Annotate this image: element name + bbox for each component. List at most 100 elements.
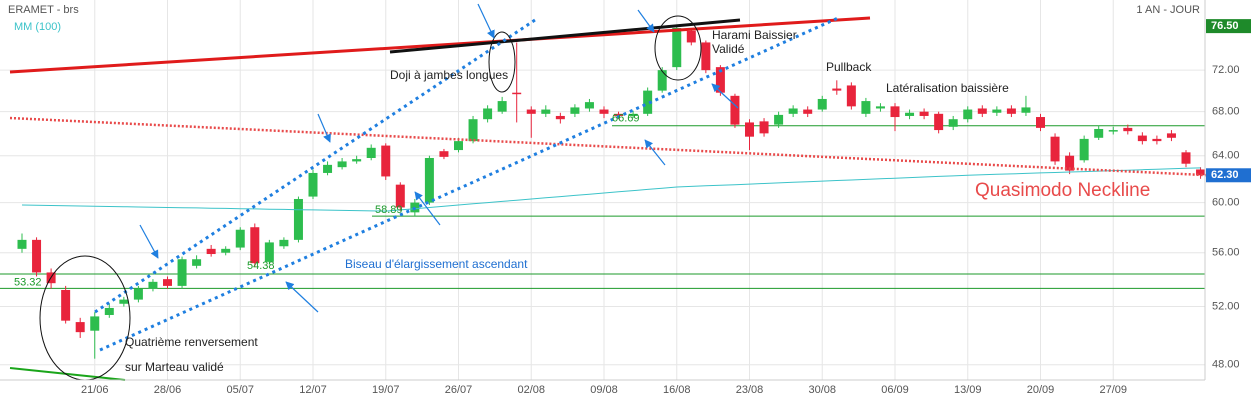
candle-body [250, 227, 260, 264]
candle-body [192, 259, 202, 266]
candle-body [628, 113, 638, 116]
candle-body [497, 101, 507, 112]
annotation: sur Marteau validé [125, 360, 224, 374]
candle-body [1181, 152, 1191, 164]
x-tick-label: 09/08 [590, 384, 618, 396]
candle-body [846, 85, 856, 107]
drawings [9, 3, 1246, 381]
annotation: Biseau d'élargissement ascendant [345, 257, 528, 271]
arrow [317, 113, 331, 143]
candle-body [308, 172, 318, 197]
period: 1 AN - JOUR [1136, 4, 1200, 16]
arrow [637, 9, 655, 33]
candle-body [1021, 107, 1031, 113]
arrow [414, 191, 441, 226]
candle-body [1079, 138, 1089, 161]
candle-body [774, 114, 784, 125]
x-tick-label: 26/07 [445, 384, 473, 396]
candle-body [483, 108, 493, 120]
candle-body [1137, 135, 1147, 142]
candle-body [264, 242, 274, 262]
legend-entry: MM (100) [14, 21, 61, 33]
candle-body [614, 113, 624, 116]
candle-body [337, 161, 347, 168]
x-tick-label: 19/07 [372, 384, 400, 396]
annotation: Validé [712, 42, 745, 56]
candle-body [861, 101, 871, 114]
annotation: Doji à jambes longues [390, 68, 508, 82]
candle-body [599, 109, 609, 114]
candle-body [468, 119, 478, 142]
y-tick-label: 56.00 [1212, 247, 1240, 259]
candle-body [395, 184, 405, 208]
candle-body [163, 279, 172, 286]
candle-body [1166, 133, 1176, 138]
candle-body [177, 259, 187, 286]
candle-body [832, 88, 842, 91]
circle [654, 15, 702, 81]
x-tick-label: 21/06 [81, 384, 109, 396]
candle-body [759, 121, 769, 134]
annotation: Harami Baissier [712, 28, 797, 42]
candle-body [672, 28, 682, 68]
candle-body [570, 107, 580, 114]
candle-body [817, 98, 827, 110]
y-tick-label: 52.00 [1212, 300, 1240, 312]
candle-body [643, 90, 653, 114]
circle [488, 31, 516, 93]
y-tick-label: 60.00 [1212, 197, 1240, 209]
candle-body [119, 299, 129, 304]
level-label: 66.69 [612, 113, 640, 125]
annotation: Quatrième renversement [125, 335, 258, 349]
candle-body [1094, 128, 1104, 138]
candle-body [526, 109, 536, 114]
price-box [1206, 19, 1251, 34]
moving-average [21, 167, 1201, 212]
candle-body [206, 248, 216, 255]
candle-body [555, 115, 565, 120]
candle-body [934, 113, 944, 131]
candle-body [701, 42, 711, 71]
trend-line [9, 367, 126, 381]
candle-body [104, 307, 114, 315]
candle-body [381, 145, 391, 177]
candle-body [17, 239, 27, 249]
arrow [711, 83, 739, 109]
candle-body [439, 151, 449, 157]
arrow [285, 281, 319, 313]
candle-body [293, 198, 303, 240]
candle-body [541, 109, 551, 114]
x-tick-label: 06/09 [881, 384, 909, 396]
trend-line [389, 18, 741, 54]
level-label: 53.32 [14, 276, 42, 288]
candle-body [221, 248, 231, 253]
x-tick-label: 13/09 [954, 384, 982, 396]
x-tick-label: 28/06 [154, 384, 182, 396]
trend-line [9, 16, 871, 74]
arrow [139, 224, 159, 259]
x-tick-label: 30/08 [808, 384, 836, 396]
price-box [1206, 168, 1251, 183]
channel-line [99, 16, 839, 352]
candle-body [875, 106, 885, 109]
candle-body [90, 316, 100, 331]
candle-body [1108, 130, 1118, 132]
x-tick-label: 12/07 [299, 384, 327, 396]
candle-body [1050, 136, 1060, 162]
candle-body [424, 157, 434, 203]
candle-body [148, 281, 158, 289]
candle-body [279, 239, 289, 247]
candle-body [1123, 127, 1133, 132]
candle-body [133, 288, 143, 300]
candle-body [235, 229, 245, 248]
candle-body [323, 164, 333, 173]
candle-body [1196, 169, 1206, 176]
annotation: Latéralisation baissière [886, 81, 1009, 95]
candle-body [788, 108, 798, 114]
candle-body [584, 102, 594, 109]
x-tick-label: 20/09 [1027, 384, 1055, 396]
x-tick-label: 16/08 [663, 384, 691, 396]
candle-body [745, 122, 754, 137]
